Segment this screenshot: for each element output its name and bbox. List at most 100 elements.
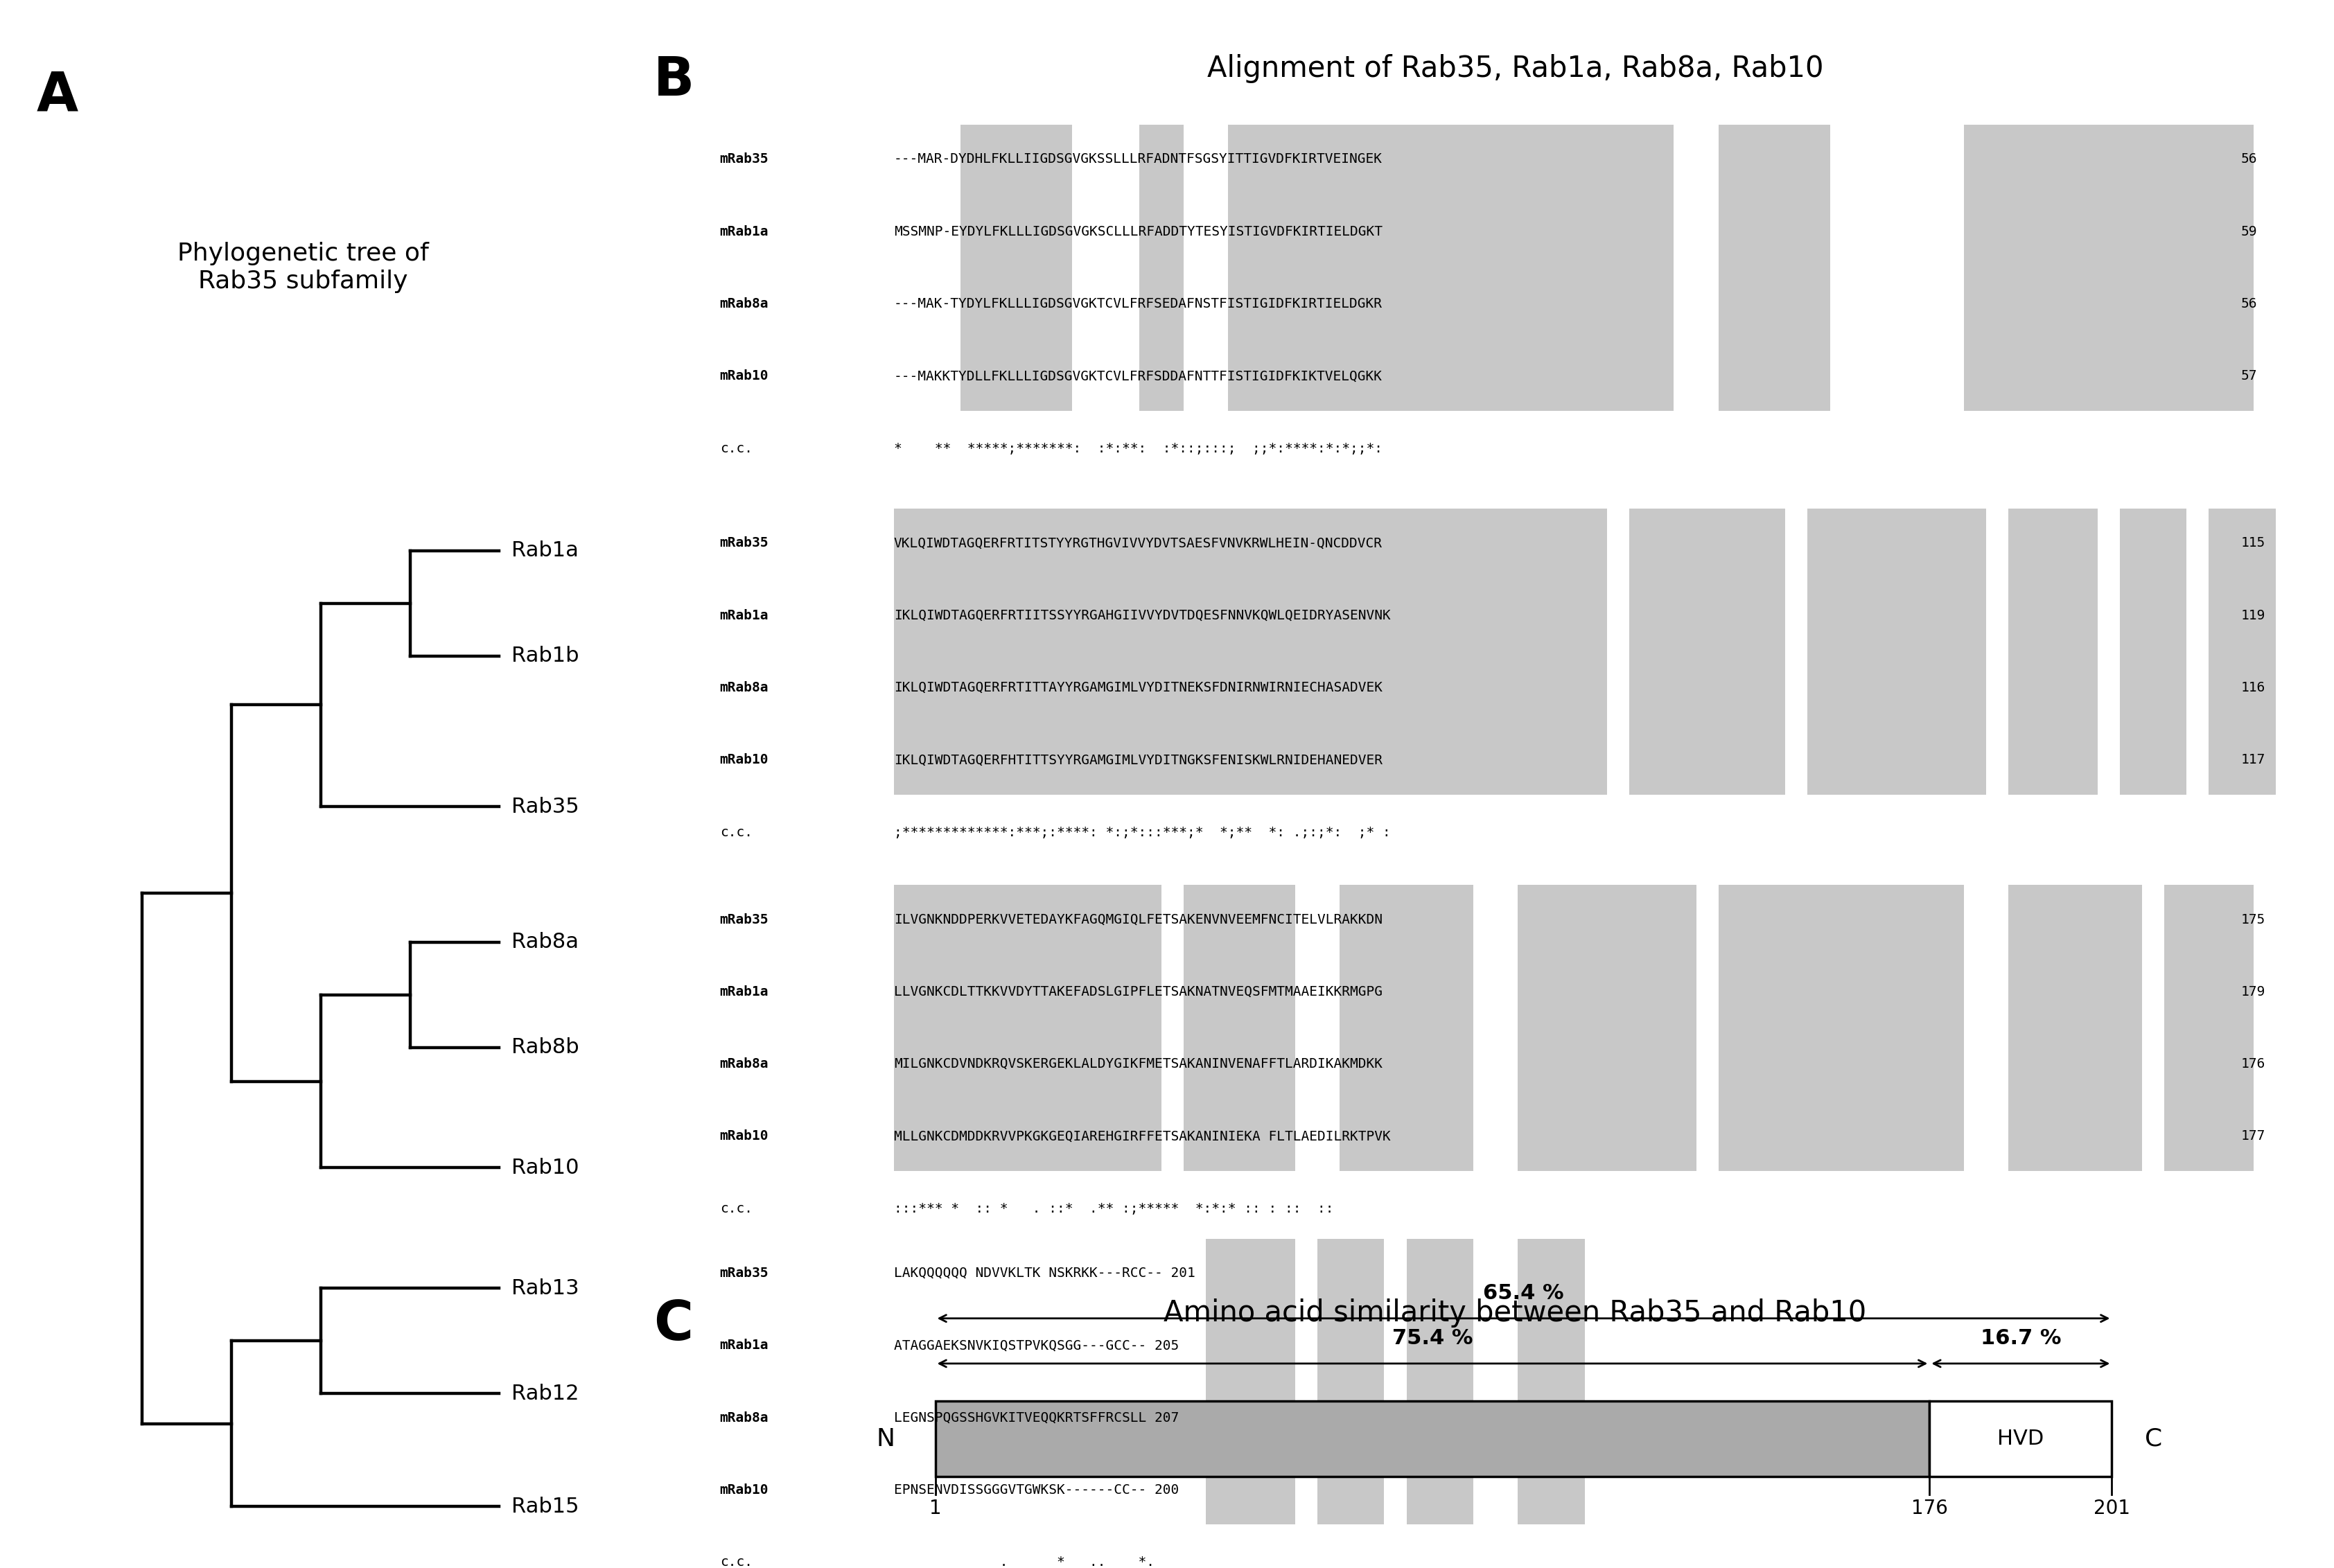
Text: mRab35: mRab35 — [719, 152, 768, 166]
Text: B: B — [654, 53, 696, 107]
Text: mRab1a: mRab1a — [719, 224, 768, 238]
Text: LEGNSPQGSSHGVKITVEQQKRTSFFRCSLL 207: LEGNSPQGSSHGVKITVEQQKRTSFFRCSLL 207 — [894, 1411, 1179, 1424]
Text: HVD: HVD — [1998, 1428, 2045, 1449]
Text: 175: 175 — [2241, 913, 2266, 927]
Text: C: C — [2145, 1427, 2161, 1450]
Text: 177: 177 — [2241, 1129, 2266, 1143]
Text: Rab12: Rab12 — [511, 1383, 579, 1403]
Text: mRab8a: mRab8a — [719, 1411, 768, 1424]
Text: 59: 59 — [2241, 224, 2257, 238]
Text: c.c.: c.c. — [719, 1203, 752, 1215]
Text: mRab8a: mRab8a — [719, 298, 768, 310]
Bar — [1139, 124, 1183, 411]
Text: 115: 115 — [2241, 536, 2266, 550]
Text: Rab13: Rab13 — [511, 1278, 579, 1298]
Bar — [1963, 124, 2252, 411]
Text: .      *   ..    *.: . * .. *. — [894, 1555, 1155, 1568]
Text: Rab15: Rab15 — [511, 1496, 579, 1516]
Text: mRab1a: mRab1a — [719, 1339, 768, 1352]
Text: 56: 56 — [2241, 152, 2257, 166]
Text: 179: 179 — [2241, 985, 2266, 999]
Text: mRab1a: mRab1a — [719, 608, 768, 622]
Bar — [1207, 1239, 1295, 1524]
Bar — [2007, 884, 2143, 1171]
Text: 176: 176 — [2241, 1057, 2266, 1071]
Text: N: N — [875, 1427, 894, 1450]
Text: Rab8a: Rab8a — [511, 931, 579, 952]
Text: 56: 56 — [2241, 298, 2257, 310]
Bar — [1807, 508, 1986, 795]
Text: c.c.: c.c. — [719, 442, 752, 455]
Text: mRab10: mRab10 — [719, 370, 768, 383]
Text: *    **  *****;*******:  :*:**:  :*::;:::;  ;;*:****:*:*;;*:: * ** *****;*******: :*:**: :*::;:::; ;;*… — [894, 442, 1382, 455]
Text: A: A — [37, 69, 77, 122]
Text: :::*** *  :: *   . ::*  .** :;*****  *:*:* :: : ::  ::: :::*** * :: * . ::* .** :;***** *:*:* ::… — [894, 1203, 1333, 1215]
Text: 1: 1 — [929, 1499, 941, 1518]
Text: mRab35: mRab35 — [719, 913, 768, 927]
Text: Alignment of Rab35, Rab1a, Rab8a, Rab10: Alignment of Rab35, Rab1a, Rab8a, Rab10 — [1207, 53, 1823, 83]
Bar — [1407, 1239, 1473, 1524]
Text: mRab10: mRab10 — [719, 1129, 768, 1143]
Text: MLLGNKCDMDDKRVVPKGKGEQIAREHGIRFFETSAKANINIEKA FLTLAEDILRKTPVK: MLLGNKCDMDDKRVVPKGKGEQIAREHGIRFFETSAKANI… — [894, 1129, 1391, 1143]
Text: Amino acid similarity between Rab35 and Rab10: Amino acid similarity between Rab35 and … — [1165, 1298, 1867, 1328]
Text: mRab10: mRab10 — [719, 1483, 768, 1496]
Text: EPNSENVDISSGGGVTGWKSK------CC-- 200: EPNSENVDISSGGGVTGWKSK------CC-- 200 — [894, 1483, 1179, 1496]
Text: ---MAR-DYDHLFKLLIIGDSGVGKSSLLLRFADNTFSGSYITTIGVDFKIRTVEINGEK: ---MAR-DYDHLFKLLIIGDSGVGKSSLLLRFADNTFSGS… — [894, 152, 1382, 166]
Text: Rab1b: Rab1b — [511, 646, 579, 666]
Bar — [1718, 884, 1963, 1171]
Text: MILGNKCDVNDKRQVSKERGEKLALDYGIKFMETSAKANINVENAFFTLARDIKAKMDKK: MILGNKCDVNDKRQVSKERGEKLALDYGIKFMETSAKANI… — [894, 1057, 1382, 1071]
Text: 176: 176 — [1912, 1499, 1949, 1518]
Text: IKLQIWDTAGQERFRTIITSSYYRGAHGIIVVYDVTDQESFNNVKQWLQEIDRYASENVNK: IKLQIWDTAGQERFRTIITSSYYRGAHGIIVVYDVTDQES… — [894, 608, 1391, 622]
Bar — [894, 508, 1608, 795]
Text: IKLQIWDTAGQERFHTITTSYYRGAMGIMLVYDITNGKSFENISKWLRNIDEHANEDVER: IKLQIWDTAGQERFHTITTSYYRGAMGIMLVYDITNGKSF… — [894, 753, 1382, 767]
Text: 117: 117 — [2241, 753, 2266, 767]
Bar — [2164, 884, 2252, 1171]
Text: c.c.: c.c. — [719, 826, 752, 839]
Text: 57: 57 — [2241, 370, 2257, 383]
Bar — [1517, 884, 1697, 1171]
Text: LLVGNKCDLTTKKVVDYTTAKEFADSLGIPFLETSAKNATNVEQSFMTMAAEIKKRMGPG: LLVGNKCDLTTKKVVDYTTAKEFADSLGIPFLETSAKNAT… — [894, 985, 1382, 999]
Bar — [1183, 884, 1295, 1171]
Bar — [894, 884, 1162, 1171]
Bar — [1718, 124, 1830, 411]
Text: C: C — [654, 1298, 693, 1352]
Text: ---MAK-TYDYLFKLLLIGDSGVGKTCVLFRFSEDAFNSTFISTIGIDFKIRTIELDGKR: ---MAK-TYDYLFKLLLIGDSGVGKTCVLFRFSEDAFNST… — [894, 298, 1382, 310]
Text: ---MAKKTYDLLFKLLLIGDSGVGKTCVLFRFSDDAFNTTFISTIGIDFKIKTVELQGKK: ---MAKKTYDLLFKLLLIGDSGVGKTCVLFRFSDDAFNTT… — [894, 370, 1382, 383]
Text: mRab8a: mRab8a — [719, 681, 768, 695]
Text: mRab1a: mRab1a — [719, 985, 768, 999]
Bar — [1930, 1402, 2112, 1477]
Text: Rab1a: Rab1a — [511, 541, 579, 561]
Text: ATAGGAEKSNVKIQSTPVKQSGG---GCC-- 205: ATAGGAEKSNVKIQSTPVKQSGG---GCC-- 205 — [894, 1339, 1179, 1352]
Text: mRab8a: mRab8a — [719, 1057, 768, 1071]
Text: 119: 119 — [2241, 608, 2266, 622]
Bar — [1340, 884, 1473, 1171]
Bar — [2007, 508, 2098, 795]
Text: mRab35: mRab35 — [719, 536, 768, 550]
Text: MSSMNP-EYDYLFKLLLIGDSGVGKSCLLLRFADDTYTESYISTIGVDFKIRTIELDGKT: MSSMNP-EYDYLFKLLLIGDSGVGKSCLLLRFADDTYTES… — [894, 224, 1382, 238]
Text: VKLQIWDTAGQERFRTITSTYYRGTHGVIVVYDVTSAESFVNVKRWLHEIN-QNCDDVCR: VKLQIWDTAGQERFRTITSTYYRGTHGVIVVYDVTSAESF… — [894, 536, 1382, 550]
Bar — [962, 124, 1071, 411]
Bar — [1228, 124, 1673, 411]
Bar — [1629, 508, 1786, 795]
Text: Rab8b: Rab8b — [511, 1038, 579, 1057]
Bar — [1316, 1239, 1384, 1524]
Text: ;*************:***;:****: *:;*:::***;*  *;**  *: .;:;*:  ;* :: ;*************:***;:****: *:;*:::***;* *… — [894, 826, 1391, 839]
Bar — [1517, 1239, 1585, 1524]
Text: Rab10: Rab10 — [511, 1157, 579, 1178]
Bar — [2119, 508, 2187, 795]
Text: IKLQIWDTAGQERFRTITTAYYRGAMGIMLVYDITNEKSFDNIRNWIRNIECHASADVEK: IKLQIWDTAGQERFRTITTAYYRGAMGIMLVYDITNEKSF… — [894, 681, 1382, 695]
Text: 16.7 %: 16.7 % — [1979, 1328, 2061, 1348]
Bar — [2208, 508, 2276, 795]
Text: c.c.: c.c. — [719, 1555, 752, 1568]
Text: Phylogenetic tree of
Rab35 subfamily: Phylogenetic tree of Rab35 subfamily — [177, 241, 429, 293]
Text: 65.4 %: 65.4 % — [1482, 1283, 1564, 1303]
Text: 116: 116 — [2241, 681, 2266, 695]
Text: 75.4 %: 75.4 % — [1391, 1328, 1473, 1348]
Text: LAKQQQQQQ NDVVKLTK NSKRKK---RCC-- 201: LAKQQQQQQ NDVVKLTK NSKRKK---RCC-- 201 — [894, 1267, 1195, 1279]
Text: Rab35: Rab35 — [511, 797, 579, 817]
Bar — [936, 1402, 1930, 1477]
Text: mRab10: mRab10 — [719, 753, 768, 767]
Text: ILVGNKNDDPERKVVETEDAYKFAGQMGIQLFETSAKENVNVEEMFNCITELVLRAKKDN: ILVGNKNDDPERKVVETEDAYKFAGQMGIQLFETSAKENV… — [894, 913, 1382, 927]
Text: 201: 201 — [2094, 1499, 2131, 1518]
Text: mRab35: mRab35 — [719, 1267, 768, 1279]
